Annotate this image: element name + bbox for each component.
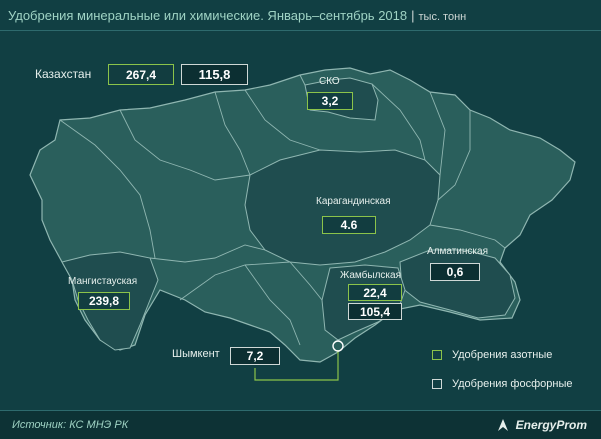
region-almaty-phosphorus-value: 0,6 <box>430 263 480 281</box>
page-title: Удобрения минеральные или химические. Ян… <box>8 8 466 23</box>
region-almaty-label: Алматинская <box>427 246 488 257</box>
region-mangystau-label: Мангистауская <box>68 276 138 287</box>
region-karaganda-shape <box>244 149 441 266</box>
kazakhstan-label: Казахстан <box>35 67 92 81</box>
region-sko-nitrogen-value: 3,2 <box>307 92 353 110</box>
legend-nitrogen-swatch <box>432 350 442 360</box>
legend-nitrogen: Удобрения азотные <box>432 349 552 361</box>
region-mangystau-nitrogen-value: 239,8 <box>78 292 130 310</box>
legend-phosphorus: Удобрения фосфорные <box>432 378 572 390</box>
region-zhambyl-phosphorus-value: 105,4 <box>348 303 402 320</box>
legend-phosphorus-label: Удобрения фосфорные <box>452 378 573 390</box>
brand-name: EnergyProm <box>515 418 587 432</box>
region-almaty-shape <box>399 249 516 319</box>
city-marker-icon <box>332 340 344 352</box>
title-text: Удобрения минеральные или химические. Ян… <box>8 8 408 23</box>
region-sko-label: СКО <box>319 76 340 87</box>
kazakhstan-nitrogen-value: 267,4 <box>108 64 174 85</box>
footer: Источник: КС МНЭ РК EnergyProm <box>0 410 601 439</box>
region-zhambyl-nitrogen-value: 22,4 <box>348 284 402 301</box>
region-karaganda-nitrogen-value: 4.6 <box>322 216 376 234</box>
brand: EnergyProm <box>495 417 587 433</box>
header-divider <box>0 30 601 31</box>
kazakhstan-map <box>29 67 576 381</box>
internal-borders <box>59 74 506 346</box>
region-karaganda-label: Карагандинская <box>316 196 391 207</box>
kazakhstan-phosphorus-value: 115,8 <box>181 64 248 85</box>
legend-nitrogen-label: Удобрения азотные <box>452 349 553 361</box>
region-shymkent-label: Шымкент <box>172 348 220 360</box>
region-shymkent-phosphorus-value: 7,2 <box>230 347 280 365</box>
shymkent-connector <box>254 350 339 381</box>
region-zhambyl-label: Жамбылская <box>340 270 401 281</box>
legend-phosphorus-swatch <box>432 379 442 389</box>
energyprom-logo-icon <box>497 419 508 431</box>
title-separator: | <box>411 8 415 23</box>
region-zhambyl-shape <box>321 264 406 341</box>
unit-label: тыс. тонн <box>418 11 467 23</box>
source-text: Источник: КС МНЭ РК <box>12 419 129 431</box>
